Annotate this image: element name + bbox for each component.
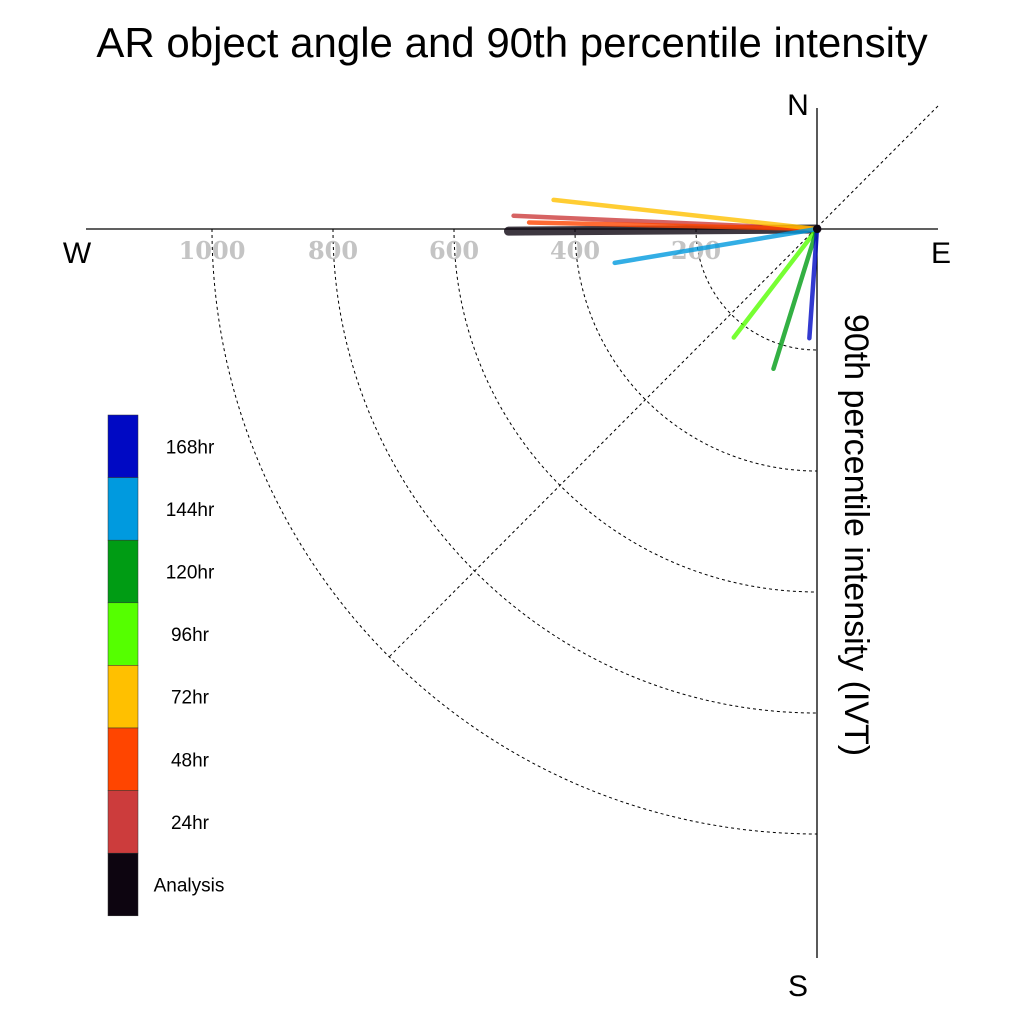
legend-label: 168hr [166,437,215,458]
series-line [807,226,820,341]
legend-label: 144hr [166,500,215,521]
radial-tick-label: 1000 [179,236,246,265]
series-lines [503,197,822,372]
chart-title: AR object angle and 90th percentile inte… [96,19,927,66]
legend-label: 96hr [171,625,210,646]
compass-east-label: E [931,237,951,270]
legend-swatch [107,790,139,854]
legend-label: Analysis [154,876,225,897]
grid-arc [695,228,818,351]
legend-swatch [107,602,139,666]
legend-label: 48hr [171,750,210,771]
grid-arc [211,228,818,835]
y-axis-label: 90th percentile intensity (IVT) [837,314,875,756]
legend-swatch [107,477,139,541]
legend: 168hr 144hr 120hr 96hr 72hr 48hr 24hr Analysis [107,414,225,917]
legend-label: 24hr [171,813,210,834]
series-line [612,226,820,266]
series-line [551,197,820,232]
compass-west-label: W [63,237,92,270]
compass-north-label: N [787,89,809,122]
compass-south-label: S [788,970,808,1003]
grid-arc [574,228,818,472]
legend-swatch [107,852,139,917]
grid-arc [332,228,818,714]
radial-tick-label: 600 [429,236,479,265]
radial-tick-label: 800 [308,236,358,265]
legend-label: 120hr [166,563,215,584]
legend-swatch [107,727,139,791]
series-line [771,226,820,372]
diagonal-guide [388,105,939,658]
legend-swatch [107,665,139,729]
radial-tick-label: 400 [550,236,600,265]
origin-point [813,225,821,233]
legend-label: 72hr [171,688,210,709]
legend-swatch [107,539,139,604]
series-line [731,226,820,340]
series-line [526,220,820,232]
legend-swatch [107,414,139,478]
radial-tick-labels: 2004006008001000 [179,236,721,265]
